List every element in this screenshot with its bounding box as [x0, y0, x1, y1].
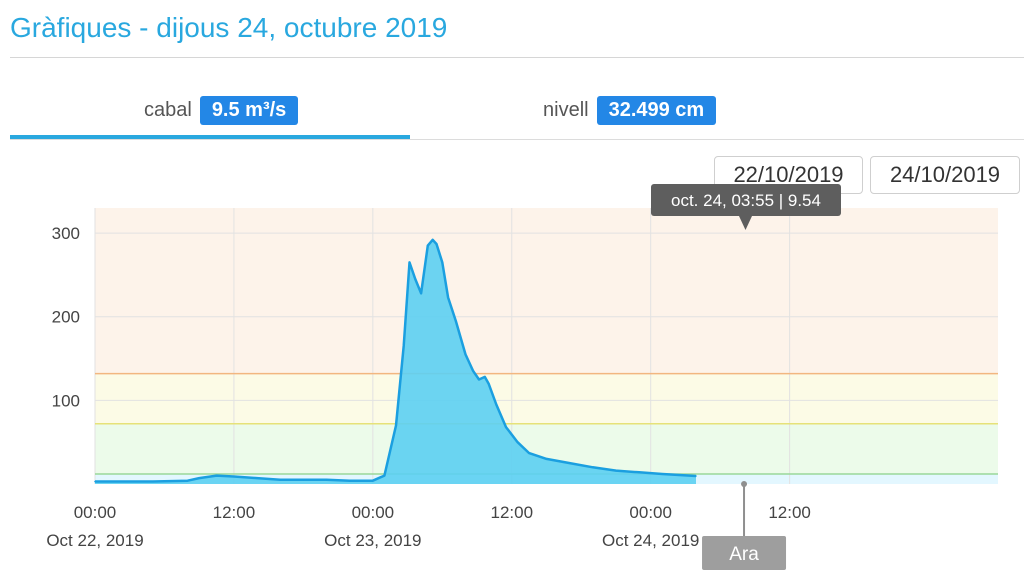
title-divider [10, 57, 1024, 58]
data-point [325, 479, 328, 481]
data-point [435, 243, 438, 245]
tooltip-text: oct. 24, 03:55 | 9.54 [671, 191, 821, 210]
data-point [568, 462, 571, 464]
data-point [478, 378, 480, 381]
data-point [695, 475, 697, 477]
data-point [472, 370, 475, 372]
data-point [592, 466, 594, 469]
tooltip-box [651, 184, 841, 216]
data-point [528, 452, 530, 454]
tooltip-pointer [739, 216, 752, 230]
data-point [638, 471, 640, 474]
x-tick-date-label: Oct 22, 2019 [46, 531, 143, 550]
x-tick-label: 12:00 [490, 503, 533, 522]
tab-cabal-label: cabal [144, 98, 192, 121]
x-tick-label: 00:00 [352, 503, 395, 522]
threshold-band-3 [95, 208, 998, 374]
x-tick-date-label: Oct 24, 2019 [602, 531, 699, 550]
date-to-button[interactable]: 24/10/2019 [870, 156, 1020, 194]
y-tick-label: 100 [52, 391, 80, 410]
now-marker-dot [741, 481, 748, 487]
data-point [395, 424, 397, 427]
data-point [414, 278, 417, 280]
data-point [186, 479, 189, 482]
data-point [256, 477, 258, 479]
data-point [279, 479, 282, 481]
y-tick-label: 200 [52, 308, 80, 327]
data-point [215, 474, 218, 477]
tab-cabal[interactable]: cabal 9.5 m³/s [144, 94, 299, 126]
data-point [447, 296, 449, 299]
data-point [152, 480, 154, 483]
data-point [487, 382, 490, 385]
tab-nivell-label: nivell [543, 98, 589, 121]
x-tick-label: 12:00 [213, 503, 256, 522]
series-line [95, 238, 697, 483]
active-tab-indicator [10, 135, 410, 139]
data-point [372, 479, 374, 482]
data-point [661, 473, 664, 475]
x-tick-label: 00:00 [629, 503, 672, 522]
data-point [94, 480, 96, 483]
x-tick-label: 00:00 [74, 503, 117, 522]
data-point [464, 353, 467, 356]
data-point [383, 474, 386, 477]
data-point [615, 469, 617, 472]
page-title: Gràfiques - dijous 24, octubre 2019 [10, 12, 448, 43]
tab-cabal-badge: 9.5 m³/s [199, 95, 299, 125]
data-point [233, 475, 235, 478]
data-point [402, 345, 405, 347]
data-point [545, 458, 548, 460]
data-point [484, 376, 486, 378]
tabs-divider [10, 139, 1024, 140]
data-point [198, 477, 200, 479]
tab-nivell-badge: 32.499 cm [596, 95, 717, 125]
tab-nivell[interactable]: nivell 32.499 cm [543, 94, 717, 126]
data-point [408, 261, 411, 264]
threshold-band-2 [95, 373, 998, 424]
x-tick-date-label: Oct 23, 2019 [324, 531, 421, 550]
data-point [427, 244, 429, 247]
data-point [302, 479, 305, 481]
x-tick-label: 12:00 [768, 503, 811, 522]
data-point [505, 426, 507, 428]
now-marker-label: Ara [729, 544, 759, 565]
data-point [420, 292, 422, 295]
data-point [455, 320, 457, 322]
data-point [348, 479, 351, 482]
y-tick-label: 300 [52, 224, 80, 243]
now-marker-box [702, 536, 787, 570]
series-area [95, 239, 696, 484]
data-point [431, 239, 434, 241]
data-point [495, 403, 498, 406]
data-point [441, 261, 444, 264]
data-point [516, 441, 519, 444]
